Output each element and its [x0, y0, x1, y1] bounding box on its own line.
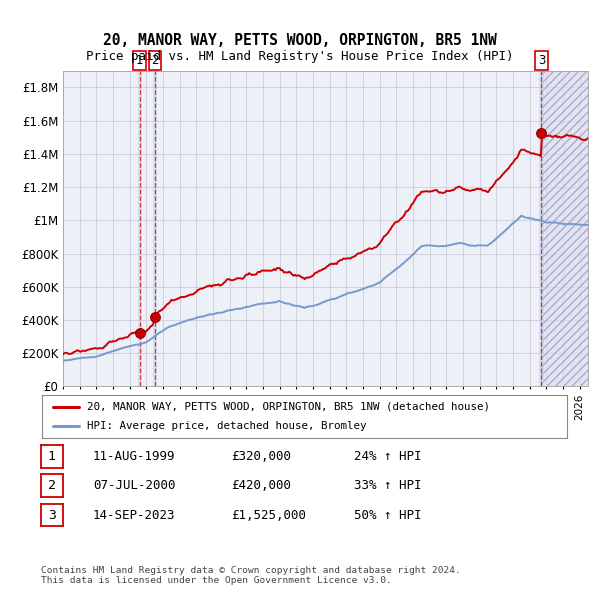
Text: 11-AUG-1999: 11-AUG-1999: [93, 450, 176, 463]
Bar: [137, 71, 142, 386]
Text: £420,000: £420,000: [231, 479, 291, 492]
Text: 20, MANOR WAY, PETTS WOOD, ORPINGTON, BR5 1NW: 20, MANOR WAY, PETTS WOOD, ORPINGTON, BR…: [103, 33, 497, 48]
Text: 50% ↑ HPI: 50% ↑ HPI: [354, 509, 421, 522]
Text: 1: 1: [136, 54, 143, 67]
Text: 20, MANOR WAY, PETTS WOOD, ORPINGTON, BR5 1NW (detached house): 20, MANOR WAY, PETTS WOOD, ORPINGTON, BR…: [86, 402, 490, 412]
Text: £320,000: £320,000: [231, 450, 291, 463]
Text: Contains HM Land Registry data © Crown copyright and database right 2024.: Contains HM Land Registry data © Crown c…: [41, 566, 461, 575]
Text: HPI: Average price, detached house, Bromley: HPI: Average price, detached house, Brom…: [86, 421, 366, 431]
Text: 1: 1: [48, 450, 56, 463]
Text: 2: 2: [151, 54, 159, 67]
Text: 2: 2: [48, 479, 56, 492]
Text: 3: 3: [538, 54, 545, 67]
Bar: [541, 71, 588, 386]
Text: 24% ↑ HPI: 24% ↑ HPI: [354, 450, 421, 463]
Text: Price paid vs. HM Land Registry's House Price Index (HPI): Price paid vs. HM Land Registry's House …: [86, 50, 514, 63]
Text: £1,525,000: £1,525,000: [231, 509, 306, 522]
Text: 33% ↑ HPI: 33% ↑ HPI: [354, 479, 421, 492]
Bar: [153, 71, 157, 386]
Text: 07-JUL-2000: 07-JUL-2000: [93, 479, 176, 492]
Bar: [541, 71, 588, 386]
Bar: [539, 71, 544, 386]
Text: 3: 3: [48, 509, 56, 522]
Text: 14-SEP-2023: 14-SEP-2023: [93, 509, 176, 522]
Text: This data is licensed under the Open Government Licence v3.0.: This data is licensed under the Open Gov…: [41, 576, 392, 585]
